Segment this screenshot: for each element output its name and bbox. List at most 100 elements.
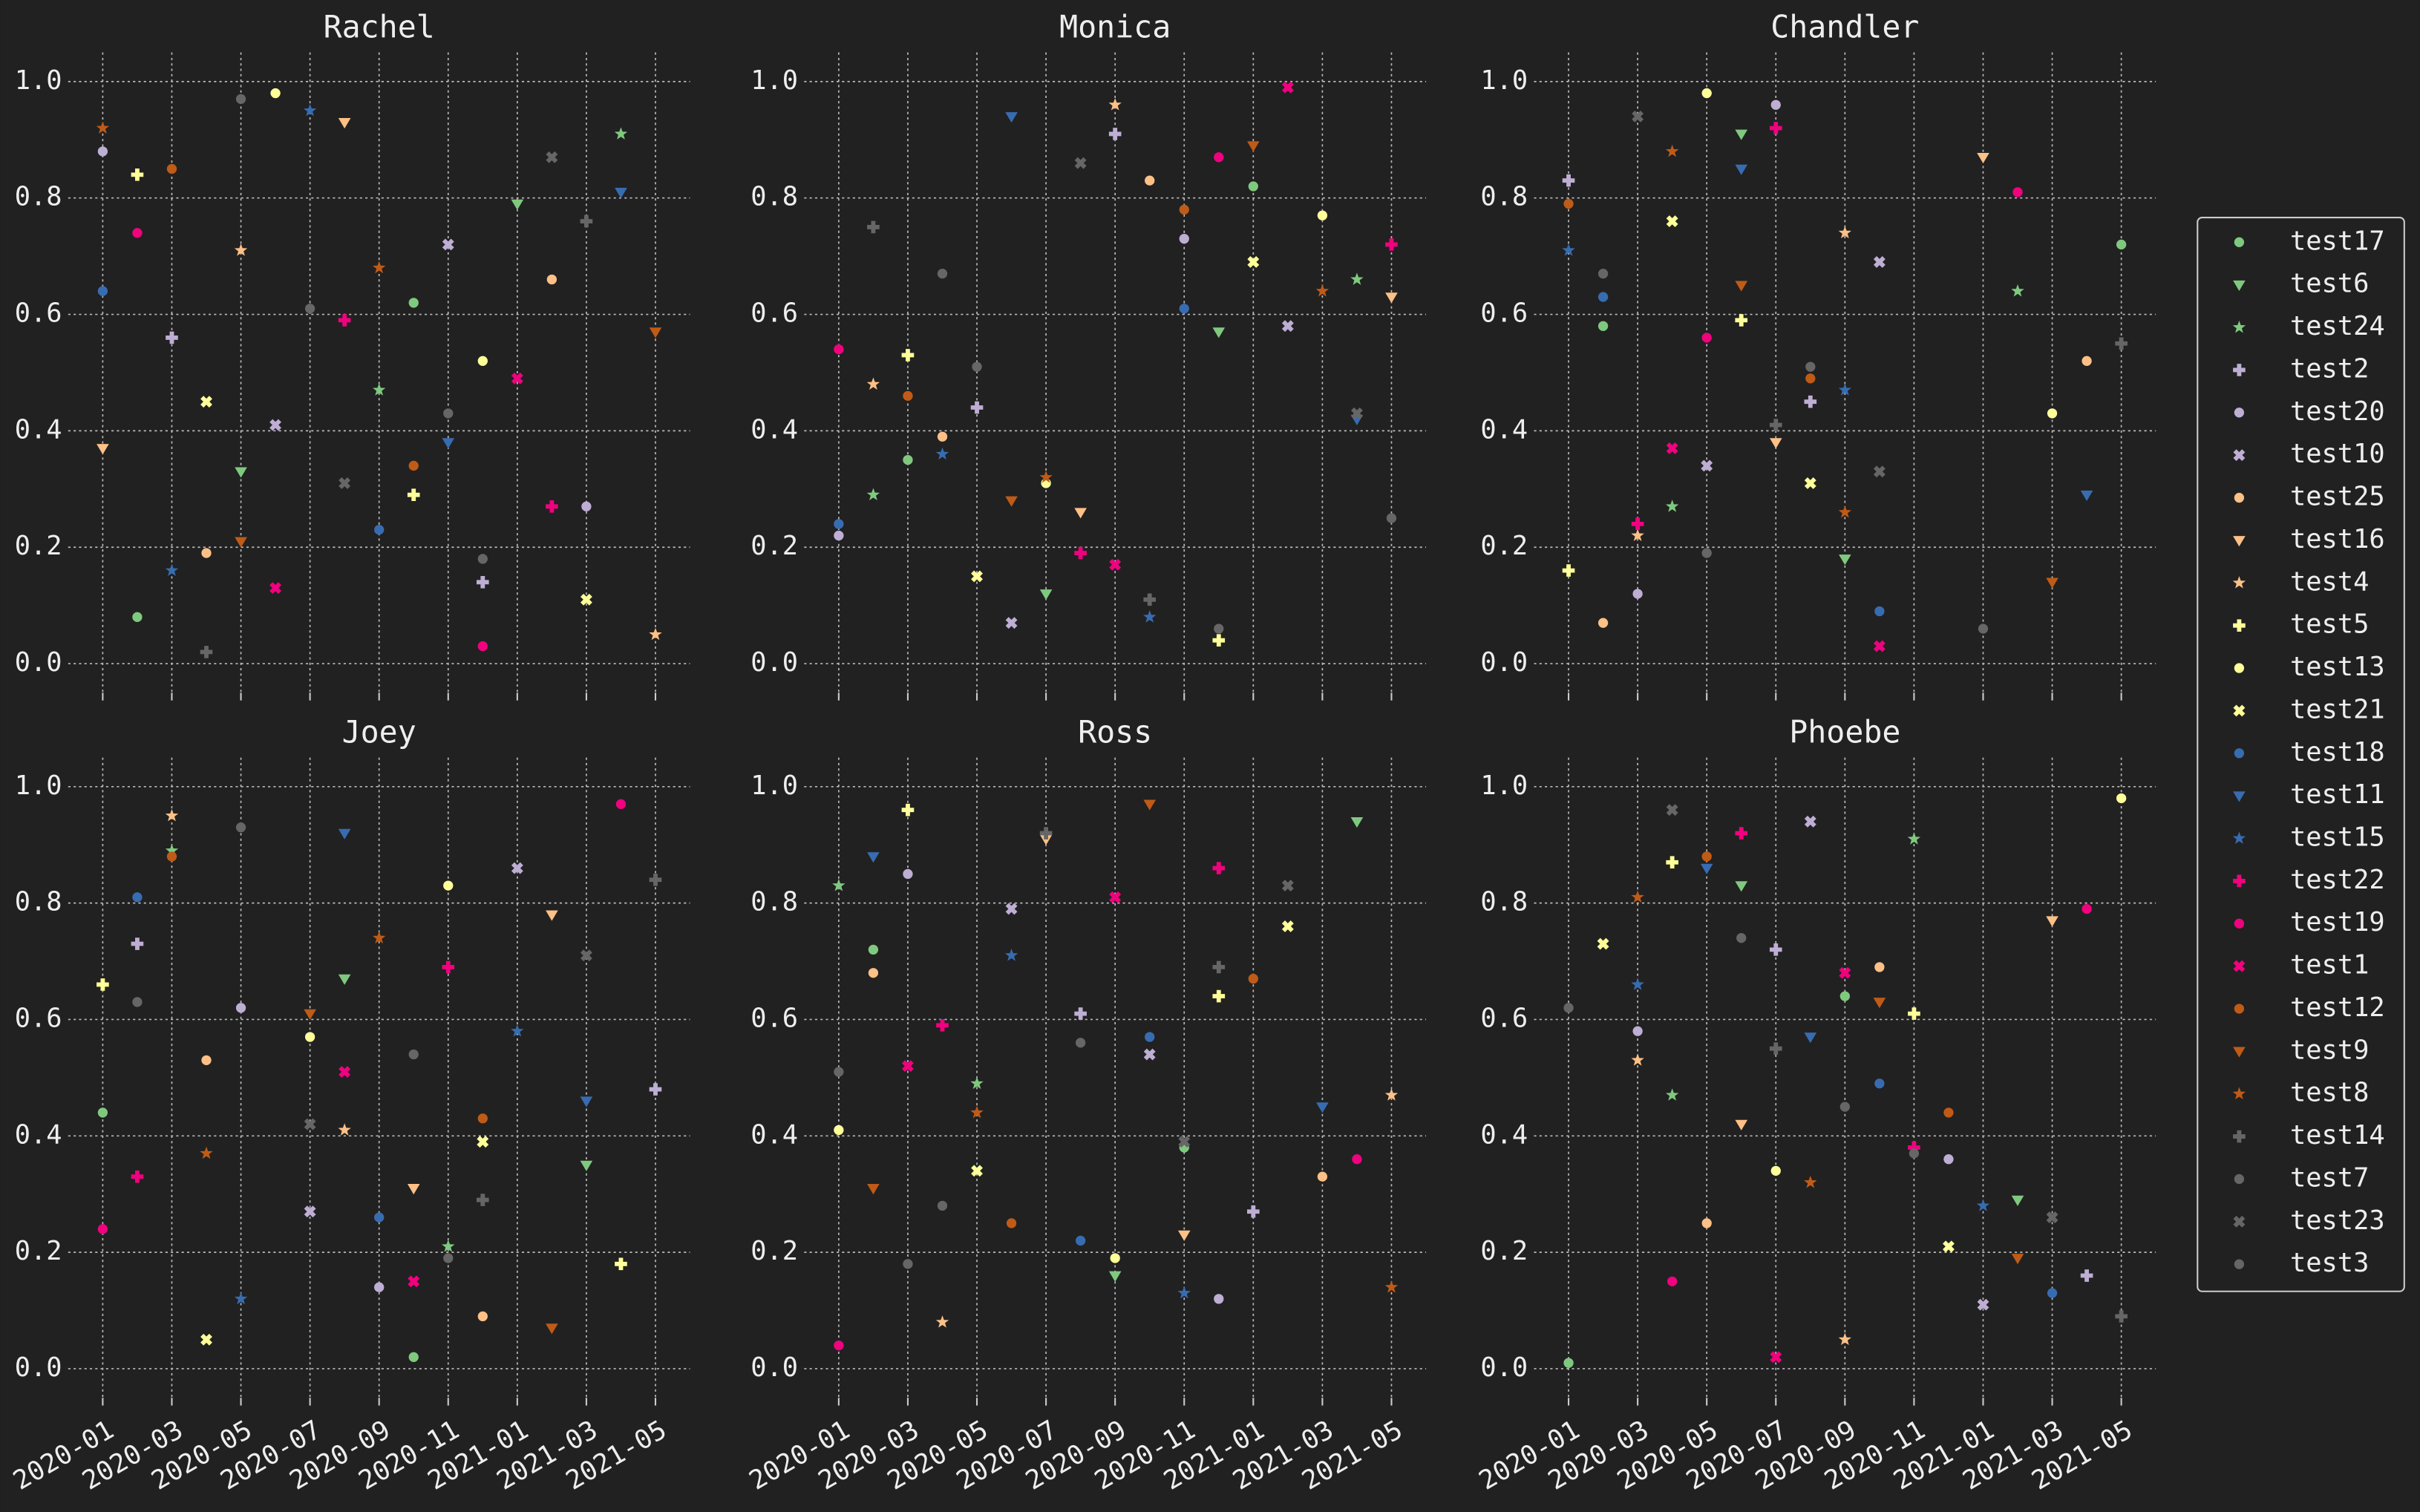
- data-point: [1179, 304, 1189, 314]
- data-point: [649, 1083, 662, 1096]
- legend-marker: [2232, 1087, 2246, 1100]
- legend-label: test9: [2290, 1035, 2369, 1065]
- data-point: [1735, 881, 1748, 892]
- data-point: [1281, 81, 1294, 94]
- data-point: [1384, 1088, 1399, 1101]
- y-tick-label: 0.4: [15, 1119, 62, 1150]
- legend-marker: [2234, 748, 2245, 759]
- data-point: [1075, 1038, 1086, 1048]
- data-point: [1005, 903, 1018, 915]
- data-point: [443, 408, 454, 419]
- data-point: [1350, 407, 1363, 419]
- data-point: [2011, 1195, 2024, 1206]
- data-point: [1838, 1332, 1852, 1346]
- data-point: [581, 501, 592, 511]
- legend-marker: [2233, 619, 2246, 632]
- data-point: [1769, 943, 1782, 956]
- data-point: [408, 1049, 419, 1060]
- data-point: [1039, 834, 1053, 845]
- data-point: [615, 1257, 627, 1271]
- subplot-title: Joey: [342, 713, 416, 750]
- y-tick-label: 0.4: [750, 414, 798, 445]
- data-point: [166, 851, 177, 862]
- y-tick-label: 0.6: [1480, 1003, 1528, 1033]
- data-point: [546, 274, 557, 285]
- data-point: [1873, 998, 1886, 1009]
- data-point: [1769, 438, 1782, 449]
- data-point: [200, 646, 213, 658]
- data-point: [1350, 817, 1364, 828]
- data-point: [373, 931, 386, 944]
- y-tick-label: 0.8: [15, 182, 62, 212]
- data-point: [269, 419, 282, 431]
- y-tick-label: 0.2: [15, 1236, 62, 1266]
- y-tick-label: 0.0: [15, 647, 62, 678]
- data-point: [1701, 851, 1712, 862]
- data-point: [901, 803, 915, 816]
- data-point: [1977, 1298, 1989, 1311]
- y-tick-label: 0.4: [1480, 1119, 1528, 1150]
- legend-marker: [2233, 704, 2246, 717]
- data-point: [407, 1184, 420, 1195]
- data-point: [1039, 589, 1053, 600]
- data-point: [304, 1009, 316, 1020]
- data-point: [477, 356, 488, 366]
- data-point: [374, 1282, 385, 1292]
- y-tick-label: 0.0: [1480, 1352, 1528, 1383]
- data-point: [1142, 610, 1157, 623]
- data-point: [1143, 1048, 1156, 1061]
- data-point: [1248, 973, 1258, 984]
- data-point: [1701, 333, 1712, 343]
- data-point: [1873, 640, 1886, 652]
- data-point: [1212, 327, 1226, 338]
- data-point: [511, 862, 523, 874]
- data-point: [937, 1200, 948, 1211]
- data-point: [1212, 960, 1226, 974]
- data-point: [1735, 314, 1748, 327]
- y-tick-label: 0.6: [1480, 298, 1528, 329]
- legend-marker: [2233, 536, 2246, 547]
- data-point: [901, 349, 915, 361]
- data-point: [443, 1253, 454, 1263]
- legend-label: test10: [2290, 439, 2385, 469]
- data-point: [1769, 419, 1782, 431]
- data-point: [1667, 1276, 1678, 1286]
- data-point: [2047, 408, 2058, 419]
- data-point: [2047, 1288, 2058, 1298]
- data-point: [338, 1123, 351, 1136]
- data-point: [546, 910, 558, 921]
- legend-label: test18: [2290, 737, 2385, 768]
- data-point: [338, 314, 351, 327]
- data-point: [132, 997, 143, 1007]
- data-point: [1943, 1107, 1954, 1118]
- data-point: [1316, 1102, 1329, 1113]
- data-point: [834, 1340, 844, 1351]
- data-point: [476, 1194, 489, 1206]
- data-point: [834, 530, 844, 541]
- data-point: [1701, 548, 1712, 558]
- data-point: [1735, 827, 1748, 840]
- data-point: [902, 1060, 914, 1073]
- legend-label: test12: [2290, 992, 2385, 1023]
- data-point: [1597, 937, 1609, 950]
- data-point: [1212, 989, 1226, 1003]
- y-tick-label: 0.8: [750, 887, 798, 917]
- data-point: [903, 390, 913, 401]
- data-point: [2115, 337, 2128, 350]
- data-point: [2011, 284, 2024, 297]
- legend-marker: [2232, 320, 2246, 333]
- data-point: [970, 1076, 984, 1090]
- data-point: [1631, 890, 1644, 903]
- data-point: [1805, 373, 1816, 384]
- data-point: [834, 344, 844, 355]
- data-point: [2080, 1269, 2093, 1282]
- data-point: [1074, 546, 1087, 560]
- data-point: [1212, 634, 1226, 647]
- legend-label: test2: [2290, 353, 2369, 384]
- y-tick-label: 0.4: [1480, 414, 1528, 445]
- y-tick-label: 0.2: [1480, 1236, 1528, 1266]
- data-point: [1179, 233, 1189, 244]
- data-point: [1143, 799, 1157, 811]
- legend-label: test16: [2290, 524, 2385, 554]
